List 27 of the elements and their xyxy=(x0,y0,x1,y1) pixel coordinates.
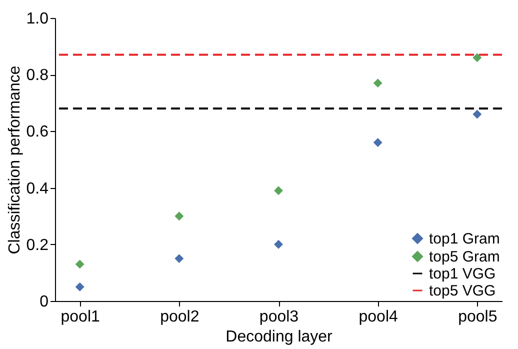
x-tick-label: pool1 xyxy=(60,308,100,326)
point xyxy=(274,240,283,249)
y-tick-label: 0.2 xyxy=(26,236,49,254)
x-tick-label: pool5 xyxy=(458,308,498,326)
point xyxy=(373,78,382,88)
x-tick-label: pool4 xyxy=(358,308,398,326)
legend-label: top5 VGG xyxy=(429,282,496,300)
y-axis-title: Classification performance xyxy=(6,66,24,254)
y-tick-label: 0.4 xyxy=(26,180,49,198)
point xyxy=(174,212,184,221)
point xyxy=(274,186,283,196)
y-tick-label: 0.8 xyxy=(26,67,49,84)
y-tick-label: 0 xyxy=(40,294,49,310)
point xyxy=(373,138,382,147)
legend-label: top1 Gram xyxy=(429,230,500,248)
y-tick-label: 0.6 xyxy=(26,124,49,141)
point xyxy=(472,110,482,119)
point xyxy=(174,254,184,264)
point xyxy=(75,282,84,292)
y-tick-label: 1.0 xyxy=(26,10,49,28)
x-tick-label: pool3 xyxy=(259,308,299,326)
x-tick-label: pool2 xyxy=(160,308,200,326)
point xyxy=(472,53,482,62)
x-axis-title: Decoding layer xyxy=(226,328,334,346)
legend-label: top5 Gram xyxy=(429,248,500,266)
point xyxy=(75,260,84,269)
legend-label: top1 VGG xyxy=(429,266,496,282)
